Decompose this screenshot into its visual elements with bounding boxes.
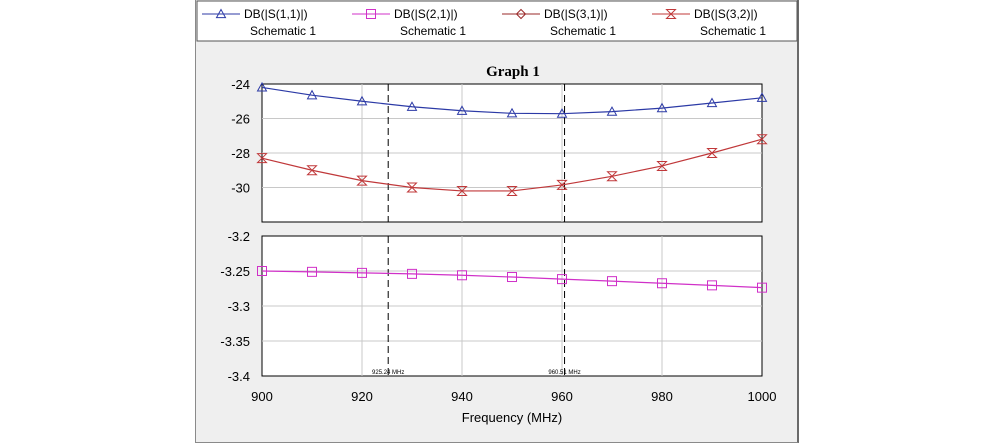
graph-window: DB(|S(1,1)|) Schematic 1 DB(|S(2,1)|) Schem… (195, 0, 799, 443)
data-point-hourglass (506, 185, 518, 196)
chart-canvas: DB(|S(1,1)|) Schematic 1 DB(|S(2,1)|) Schem… (196, 0, 798, 425)
series-line-triangle (261, 86, 763, 115)
x-tick-label: 920 (351, 389, 373, 404)
data-point-hourglass (406, 182, 418, 193)
data-point-triangle (456, 105, 468, 115)
data-point-square (557, 274, 567, 285)
legend-marker-2 (366, 9, 376, 19)
data-point-hourglass (356, 175, 368, 186)
data-point-triangle (356, 95, 368, 106)
legend-name-4: DB(|S(3,2)|) (694, 7, 758, 21)
data-point-square (357, 267, 367, 278)
legend-marker-3 (515, 8, 527, 20)
y-tick-label: -3.2 (228, 229, 250, 244)
x-tick-label: 940 (451, 389, 473, 404)
y-tick-label: -26 (231, 112, 250, 127)
x-tick-label: 960 (551, 389, 573, 404)
data-point-hourglass (256, 153, 268, 164)
legend-marker-1 (215, 8, 227, 19)
data-point-square (407, 268, 417, 279)
y-tick-label: -3.35 (220, 334, 250, 349)
x-tick-label: 1000 (748, 389, 777, 404)
data-point-triangle (406, 101, 418, 111)
data-point-triangle (556, 108, 568, 118)
data-point-square (607, 276, 617, 287)
legend-name-2: DB(|S(2,1)|) (394, 7, 458, 21)
data-point-square (657, 278, 667, 289)
data-point-hourglass (606, 171, 618, 182)
y-tick-label: -24 (231, 77, 250, 92)
legend: DB(|S(1,1)|) Schematic 1 DB(|S(2,1)|) Schem… (202, 7, 766, 38)
data-point-triangle (306, 89, 318, 100)
marker-label-2: 960.51 MHz (548, 370, 580, 376)
data-point-square (457, 270, 467, 281)
series-line-square (261, 270, 763, 289)
data-point-triangle (706, 97, 718, 108)
legend-sub-1: Schematic 1 (250, 24, 316, 38)
data-point-triangle (756, 92, 768, 102)
data-point-square (507, 272, 517, 283)
legend-sub-2: Schematic 1 (400, 24, 466, 38)
legend-name-3: DB(|S(3,1)|) (544, 7, 608, 21)
x-tick-label: 980 (651, 389, 673, 404)
y-tick-label: -3.3 (228, 299, 250, 314)
marker-label-1: 925.24 MHz (372, 370, 404, 376)
data-point-triangle (506, 107, 518, 118)
legend-sub-3: Schematic 1 (550, 24, 616, 38)
data-point-hourglass (656, 160, 668, 171)
y-tick-label: -28 (231, 146, 250, 161)
data-point-triangle (256, 81, 268, 92)
data-point-square (707, 280, 717, 291)
y-tick-label: -30 (231, 181, 250, 196)
x-tick-label: 900 (251, 389, 273, 404)
data-point-square (757, 282, 767, 293)
data-point-triangle (606, 106, 618, 116)
x-axis-label: Frequency (MHz) (462, 410, 562, 425)
data-point-hourglass (706, 148, 718, 158)
data-point-hourglass (756, 134, 768, 145)
data-point-hourglass (306, 165, 318, 176)
legend-sub-4: Schematic 1 (700, 24, 766, 38)
data-point-hourglass (556, 179, 568, 190)
y-tick-label: -3.4 (228, 369, 250, 384)
data-point-triangle (656, 102, 668, 113)
legend-marker-4 (665, 9, 677, 19)
plot-1: -24 -26 -28 -30 (231, 77, 768, 223)
y-tick-label: -3.25 (220, 264, 250, 279)
legend-box (196, 0, 798, 42)
chart-title: Graph 1 (486, 64, 540, 80)
data-point-square (257, 266, 267, 276)
data-point-hourglass (456, 185, 468, 196)
legend-name-1: DB(|S(1,1)|) (244, 7, 308, 21)
data-point-square (307, 266, 317, 277)
